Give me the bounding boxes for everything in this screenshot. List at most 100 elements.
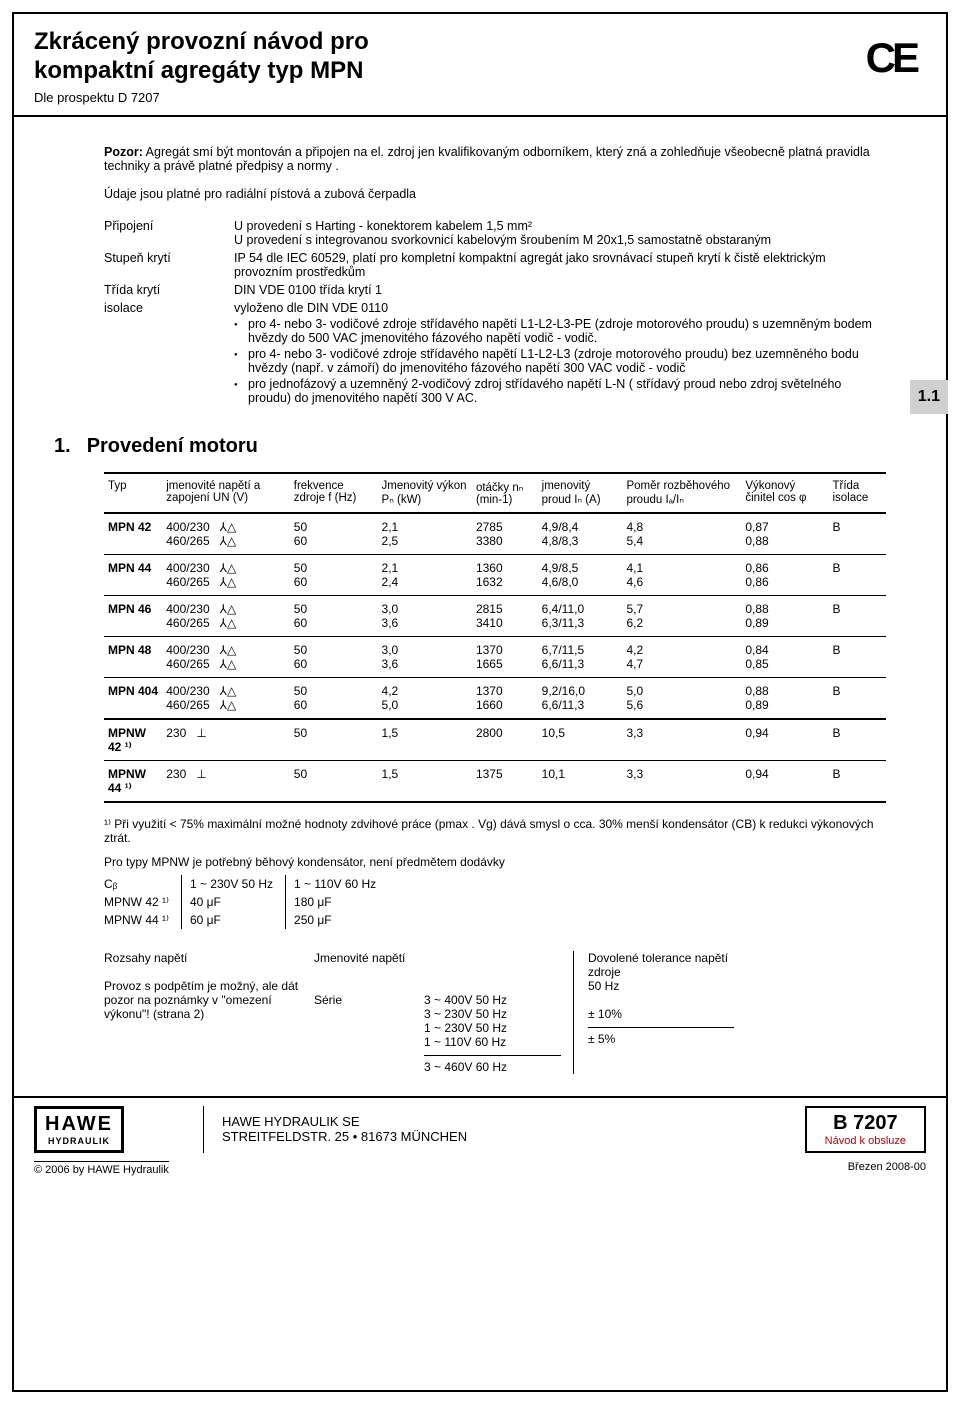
col-iso: Třída isolace	[828, 473, 886, 513]
cap-cell: 180 μF	[286, 893, 389, 911]
doc-number-box: B 7207 Návod k obsluze	[805, 1106, 926, 1153]
capacitor-note: Pro typy MPNW je potřebný běhový kondens…	[104, 855, 886, 869]
cell-power: 2,12,4	[378, 554, 472, 595]
spec-isolace: isolace vyloženo dle DIN VDE 0110 pro 4-…	[104, 301, 886, 407]
cell-rpm: 1375	[472, 760, 538, 802]
tolerance-50hz: 50 Hz	[588, 979, 734, 993]
col-ratio: Poměr rozběhového proudu Iₐ/Iₙ	[622, 473, 741, 513]
cell-iso: B	[828, 595, 886, 636]
spec-line: vyloženo dle DIN VDE 0110	[234, 301, 886, 315]
title-line-1: Zkrácený provozní návod pro	[34, 28, 926, 57]
section-number: 1.	[54, 435, 71, 457]
voltage-col-2: Jmenovité napětí Série	[314, 951, 424, 1074]
subtitle: Dle prospektu D 7207	[34, 90, 926, 105]
cell-freq: 5060	[290, 554, 378, 595]
issue-date: Březen 2008-00	[848, 1161, 926, 1176]
cell-current: 9,2/16,06,6/11,3	[538, 677, 623, 719]
warning-paragraph: Pozor: Agregát smí být montován a připoj…	[104, 145, 886, 173]
cell-volt: 400/230 ⅄△460/265 ⅄△	[162, 677, 290, 719]
table-row: MPN 48400/230 ⅄△460/265 ⅄△50603,03,61370…	[104, 636, 886, 677]
cell-power: 3,03,6	[378, 595, 472, 636]
cell-ratio: 4,85,4	[622, 513, 741, 555]
voltage-col-3: 3 ~ 400V 50 Hz3 ~ 230V 50 Hz1 ~ 230V 50 …	[424, 951, 574, 1074]
table-row: MPN 42400/230 ⅄△460/265 ⅄△50602,12,52785…	[104, 513, 886, 555]
cell-iso: B	[828, 677, 886, 719]
cell-power: 3,03,6	[378, 636, 472, 677]
logo-text-bottom: HYDRAULIK	[45, 1136, 113, 1146]
cap-h3: 1 ~ 110V 60 Hz	[286, 875, 389, 893]
hawe-logo: HAWE HYDRAULIK	[34, 1106, 124, 1153]
cell-current: 10,1	[538, 760, 623, 802]
voltage-col-4: Dovolené tolerance napětí zdroje 50 Hz ±…	[574, 951, 734, 1074]
title-line-2: kompaktní agregáty typ MPN	[34, 57, 926, 86]
col-typ: Typ	[104, 473, 162, 513]
cap-cell: MPNW 42 ¹⁾	[104, 893, 181, 911]
cell-typ: MPN 46	[104, 595, 162, 636]
content-area: Pozor: Agregát smí být montován a připoj…	[14, 117, 946, 1084]
motor-table: Typ jmenovité napětí a zapojení UN (V) f…	[104, 472, 886, 803]
cell-power: 1,5	[378, 760, 472, 802]
validity-note: Údaje jsou platné pro radiální pístová a…	[104, 187, 886, 201]
cell-iso: B	[828, 554, 886, 595]
cell-volt: 400/230 ⅄△460/265 ⅄△	[162, 554, 290, 595]
doc-number-sub: Návod k obsluze	[825, 1135, 906, 1147]
cell-power: 1,5	[378, 719, 472, 761]
cell-cos: 0,94	[741, 760, 828, 802]
cap-cell: 40 μF	[181, 893, 285, 911]
tolerance-1: ± 10%	[588, 1007, 734, 1028]
page-footer: HAWE HYDRAULIK HAWE HYDRAULIK SE STREITF…	[14, 1096, 946, 1159]
table-row: MPNW 42 ¹⁾230 ⊥501,5280010,53,30,94B	[104, 719, 886, 761]
cell-ratio: 4,24,7	[622, 636, 741, 677]
cell-typ: MPN 404	[104, 677, 162, 719]
cell-rpm: 2800	[472, 719, 538, 761]
cell-volt: 400/230 ⅄△460/265 ⅄△	[162, 513, 290, 555]
address-block: HAWE HYDRAULIK SE STREITFELDSTR. 25 • 81…	[204, 1114, 805, 1144]
ce-mark-icon: CE	[866, 34, 916, 82]
cell-freq: 5060	[290, 595, 378, 636]
logo-text-top: HAWE	[45, 1113, 113, 1136]
copyright: © 2006 by HAWE Hydraulik	[34, 1161, 169, 1176]
bullet-item: pro 4- nebo 3- vodičové zdroje střídavéh…	[234, 347, 886, 375]
cell-iso: B	[828, 719, 886, 761]
cell-current: 4,9/8,54,6/8,0	[538, 554, 623, 595]
cell-rpm: 13701665	[472, 636, 538, 677]
table-row: MPNW 44 ¹⁾230 ⊥501,5137510,13,30,94B	[104, 760, 886, 802]
warning-label: Pozor:	[104, 145, 143, 159]
cap-cell: MPNW 44 ¹⁾	[104, 911, 181, 929]
voltage-col-1: Rozsahy napětí Provoz s podpětím je možn…	[104, 951, 314, 1074]
col-rpm: otáčky nₙ (min-1)	[472, 473, 538, 513]
cap-rowe-row: MPNW 42 ¹⁾40 μF180 μF	[104, 893, 388, 911]
cell-rpm: 27853380	[472, 513, 538, 555]
cell-volt: 230 ⊥	[162, 760, 290, 802]
col-cos: Výkonový činitel cos φ	[741, 473, 828, 513]
isolace-bullets: pro 4- nebo 3- vodičové zdroje střídavéh…	[234, 317, 886, 405]
cell-current: 6,4/11,06,3/11,3	[538, 595, 623, 636]
cap-cell: 250 μF	[286, 911, 389, 929]
cap-cell: 60 μF	[181, 911, 285, 929]
cell-cos: 0,880,89	[741, 595, 828, 636]
spec-value: vyloženo dle DIN VDE 0110 pro 4- nebo 3-…	[234, 301, 886, 407]
below-footer: © 2006 by HAWE Hydraulik Březen 2008-00	[14, 1159, 946, 1178]
spec-value: U provedení s Harting - konektorem kabel…	[234, 219, 886, 247]
section-side-tab: 1.1	[910, 380, 948, 414]
col-current: jmenovitý proud Iₙ (A)	[538, 473, 623, 513]
spec-line: U provedení s Harting - konektorem kabel…	[234, 219, 886, 233]
cell-rpm: 13601632	[472, 554, 538, 595]
cell-freq: 50	[290, 760, 378, 802]
cell-typ: MPNW 42 ¹⁾	[104, 719, 162, 761]
spec-label: Třída krytí	[104, 283, 234, 297]
cell-cos: 0,94	[741, 719, 828, 761]
cell-cos: 0,880,89	[741, 677, 828, 719]
spec-value: DIN VDE 0100 třída krytí 1	[234, 283, 886, 297]
cell-current: 10,5	[538, 719, 623, 761]
spec-label: Připojení	[104, 219, 234, 247]
col-power: Jmenovitý výkon Pₙ (kW)	[378, 473, 472, 513]
cell-ratio: 3,3	[622, 719, 741, 761]
cell-typ: MPN 48	[104, 636, 162, 677]
voltage-range-label: Rozsahy napětí	[104, 951, 302, 965]
cell-typ: MPNW 44 ¹⁾	[104, 760, 162, 802]
footnote-1: ¹⁾ Při využití < 75% maximální možné hod…	[104, 817, 886, 845]
cap-h1: Cᵦ	[104, 875, 181, 893]
cell-iso: B	[828, 760, 886, 802]
spec-value: IP 54 dle IEC 60529, platí pro kompletní…	[234, 251, 886, 279]
